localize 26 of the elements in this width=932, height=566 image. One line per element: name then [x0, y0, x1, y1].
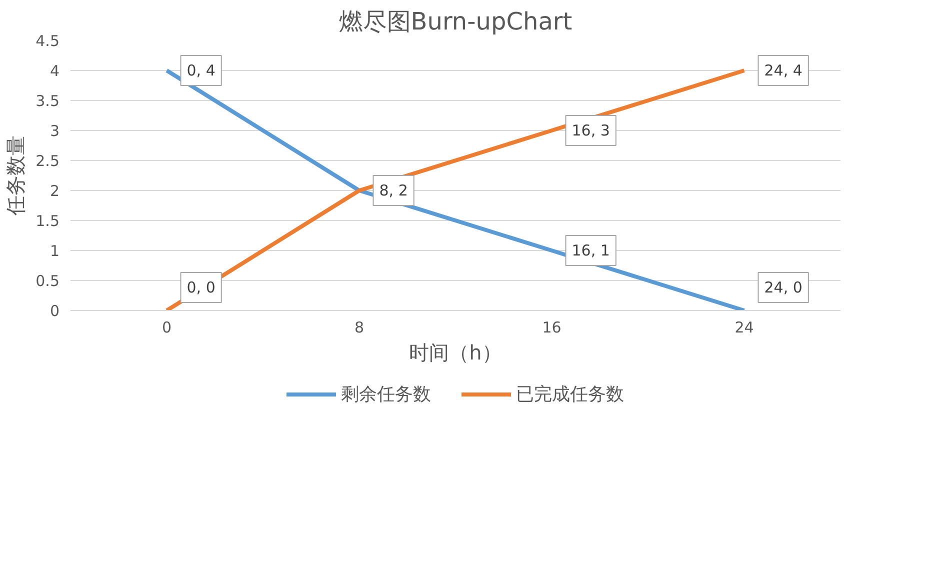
- y-tick-label: 3.5: [36, 92, 60, 110]
- y-tick-label: 4.5: [36, 32, 60, 50]
- data-label: 24, 4: [764, 62, 802, 80]
- data-label: 8, 2: [379, 182, 408, 200]
- x-tick-label: 0: [162, 318, 172, 336]
- x-axis-title: 时间（h）: [409, 340, 502, 364]
- y-tick-label: 0: [50, 302, 60, 320]
- y-tick-label: 2: [50, 182, 60, 200]
- y-tick-label: 0.5: [36, 272, 60, 290]
- y-tick-label: 1.5: [36, 212, 60, 230]
- data-label: 24, 0: [764, 278, 802, 296]
- x-tick-label: 24: [734, 318, 754, 336]
- legend-label: 剩余任务数: [341, 383, 431, 406]
- y-tick-label: 4: [50, 62, 60, 80]
- chart-title: 燃尽图Burn-upChart: [338, 8, 572, 36]
- y-axis-title: 任务数量: [4, 136, 28, 216]
- y-tick-label: 2.5: [36, 152, 60, 170]
- y-tick-label: 1: [50, 242, 60, 260]
- x-tick-label: 8: [354, 318, 364, 336]
- data-label: 16, 1: [572, 242, 610, 260]
- data-label: 16, 3: [572, 122, 610, 140]
- x-tick-label: 16: [542, 318, 562, 336]
- legend-label: 已完成任务数: [516, 383, 624, 406]
- y-tick-label: 3: [50, 122, 60, 140]
- data-label: 0, 4: [186, 62, 216, 80]
- data-label: 0, 0: [186, 278, 216, 296]
